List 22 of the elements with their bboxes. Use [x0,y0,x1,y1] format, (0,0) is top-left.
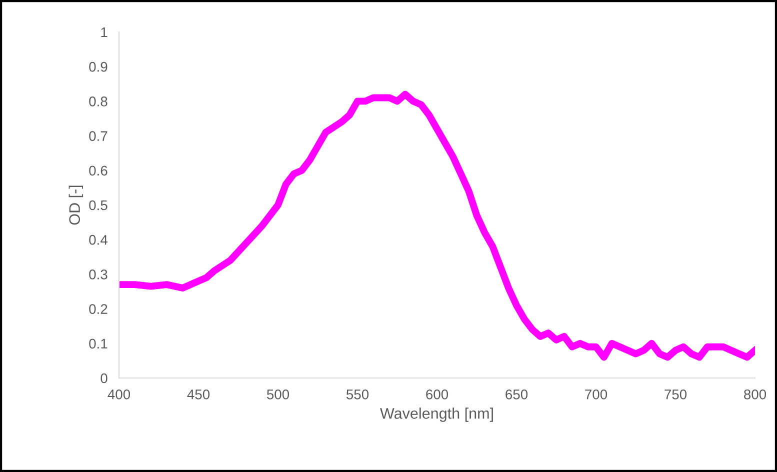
x-tick-label: 650 [506,389,528,400]
x-tick-label: 700 [585,389,608,400]
y-tick-label: 0.1 [89,338,108,349]
y-tick-label: 0.2 [89,304,108,314]
y-tick-label: 0.8 [89,96,108,106]
x-tick-label: 750 [664,389,687,400]
x-tick-label: 800 [744,389,766,400]
y-axis-title: OD [-] [68,186,84,225]
x-tick-label: 400 [108,389,130,400]
x-tick-label: 600 [426,389,448,400]
x-tick-label: 450 [187,389,210,400]
y-tick-label: 0.9 [89,62,108,72]
y-tick-label: 0.5 [89,200,108,210]
x-axis-title: Wavelength [nm] [380,408,493,422]
y-tick-label: 0.7 [89,131,108,141]
y-tick-label: 0 [100,373,108,384]
y-tick-label: 0.4 [89,234,108,245]
y-tick-label: 1 [101,27,108,38]
y-tick-label: 0.3 [89,270,108,280]
x-tick-label: 500 [266,389,290,400]
y-tick-label: 0.6 [89,166,108,176]
x-tick-label: 550 [346,389,369,400]
